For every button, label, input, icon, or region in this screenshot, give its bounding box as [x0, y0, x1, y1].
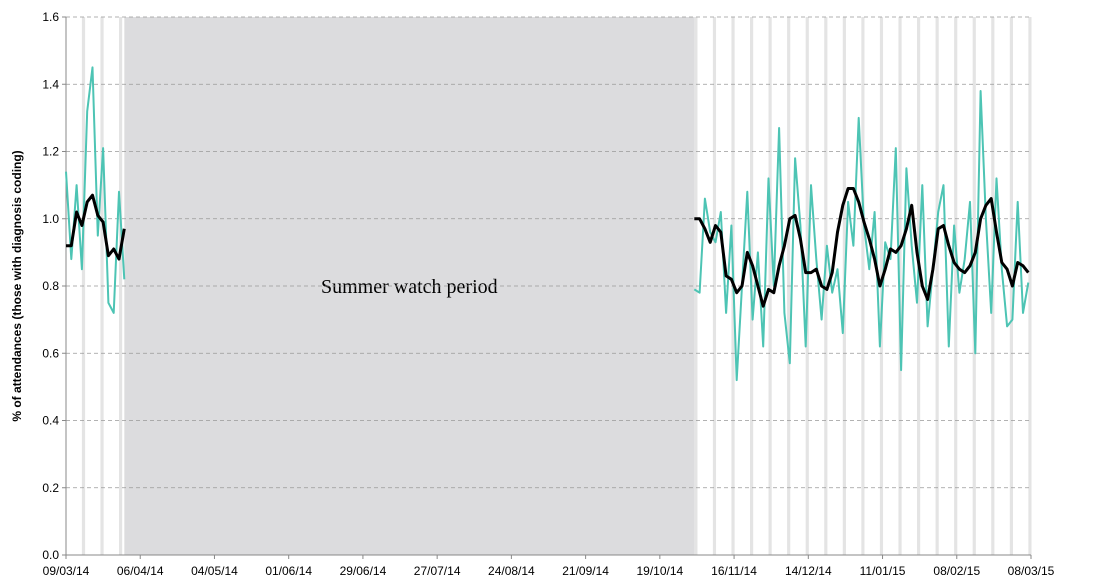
series-line: [66, 187, 1030, 308]
y-tick-label: 0.4: [42, 414, 59, 428]
weekend-band: [694, 17, 698, 555]
y-tick-label: 0.2: [42, 481, 59, 495]
y-axis-label: % of attendances (those with diagnosis c…: [10, 150, 24, 421]
y-tick-label: 1.2: [42, 145, 59, 159]
y-tick-label: 1.0: [42, 212, 59, 226]
x-tick-label: 09/03/14: [43, 564, 90, 578]
x-tick-label: 24/08/14: [488, 564, 535, 578]
x-tick-label: 08/02/15: [933, 564, 980, 578]
x-tick-label: 21/09/14: [562, 564, 609, 578]
x-tick-label: 29/06/14: [340, 564, 387, 578]
annotation: Summer watch period: [321, 276, 498, 298]
x-tick-label: 04/05/14: [191, 564, 238, 578]
x-tick-label: 14/12/14: [785, 564, 832, 578]
x-tick-label: 06/04/14: [117, 564, 164, 578]
weekend-band: [768, 17, 772, 555]
x-tick-label: 16/11/14: [711, 564, 757, 578]
x-tick-label: 27/07/14: [414, 564, 461, 578]
weekend-band: [712, 17, 717, 555]
x-tick-label: 01/06/14: [265, 564, 312, 578]
weekend-band: [1028, 17, 1032, 555]
weekend-band: [119, 17, 123, 555]
y-tick-label: 1.4: [42, 77, 59, 91]
weekend-band: [861, 17, 865, 555]
y-tick-label: 1.6: [42, 10, 59, 24]
weekend-band: [972, 17, 976, 555]
x-tick-label: 19/10/14: [636, 564, 683, 578]
x-tick-label: 11/01/15: [860, 564, 906, 578]
y-tick-label: 0.0: [42, 548, 59, 562]
y-tick-label: 0.8: [42, 279, 59, 293]
x-tick-label: 08/03/15: [1008, 564, 1055, 578]
y-tick-label: 0.6: [42, 346, 59, 360]
